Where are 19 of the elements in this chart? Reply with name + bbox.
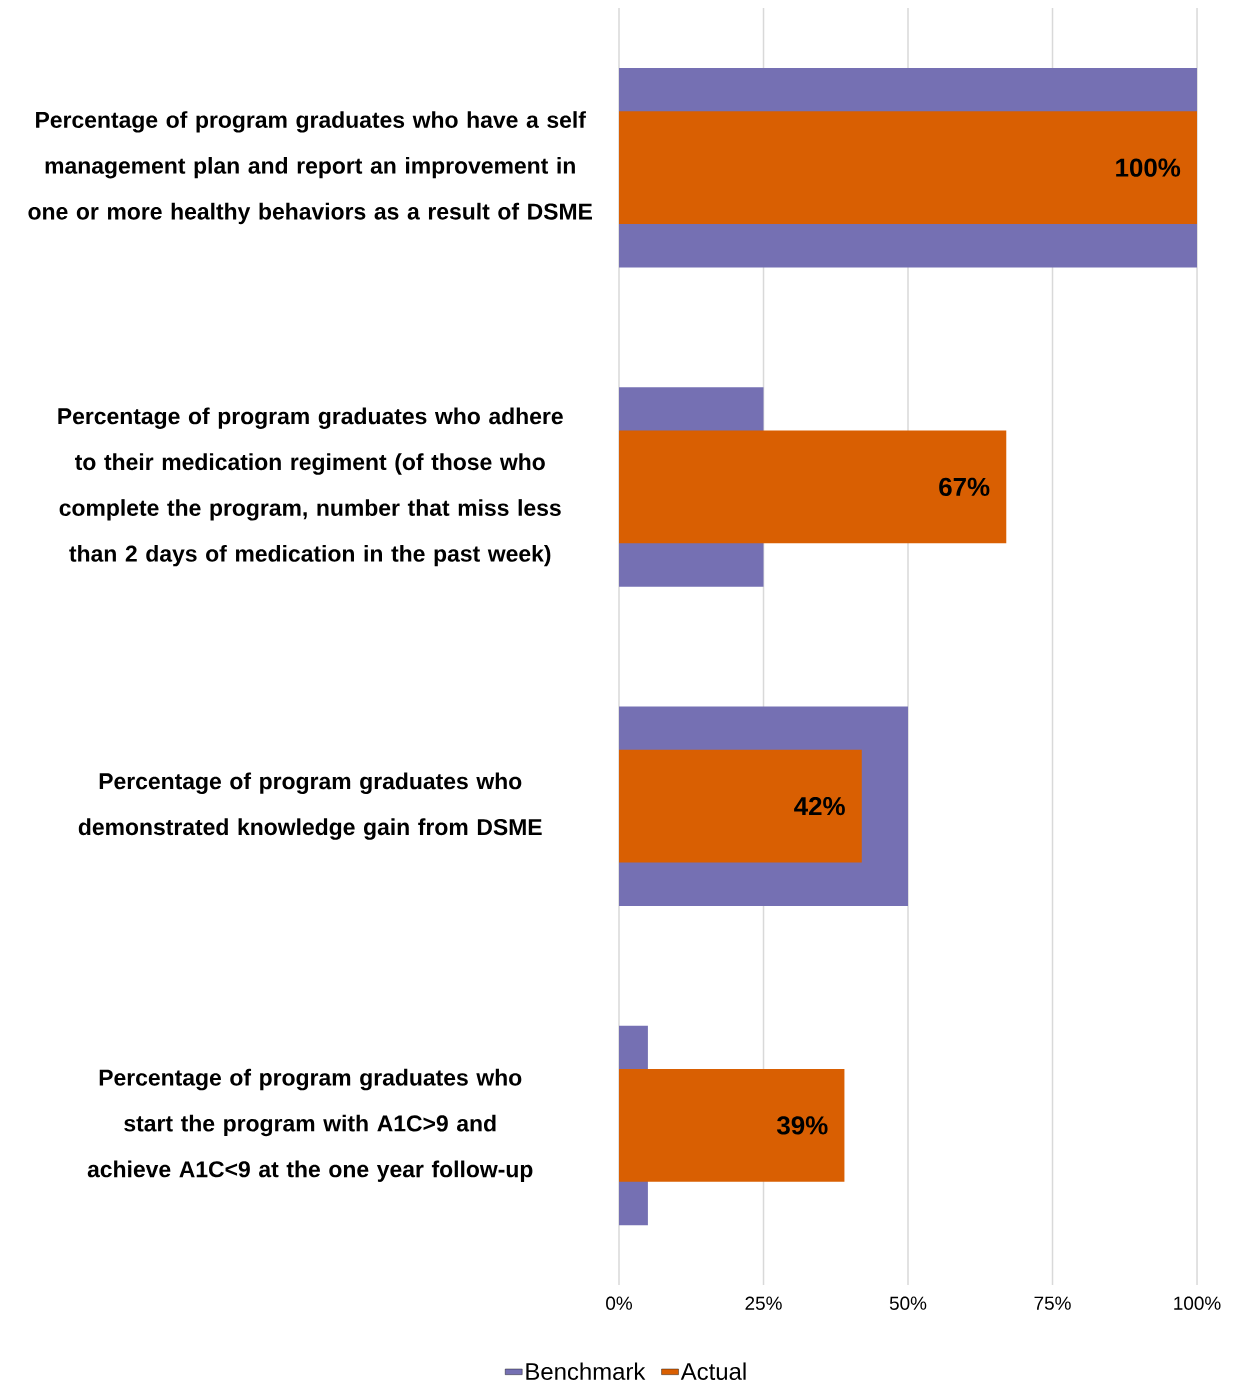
data-label: 100% — [1116, 158, 1181, 177]
x-tick-label: 0% — [606, 1296, 633, 1310]
legend-label: Benchmark — [526, 1362, 646, 1380]
bar — [619, 430, 1007, 544]
x-tick-label: 50% — [889, 1296, 927, 1310]
bar — [619, 1069, 845, 1182]
y-tick-label: Percentage of program graduates who have a self management plan and report an improvement in one or more healthy behaviors as a result of DSME — [28, 111, 592, 225]
x-tick-label: 75% — [1034, 1296, 1071, 1310]
bar — [619, 749, 862, 863]
legend-label: Actual — [680, 1362, 746, 1380]
data-label: 42% — [794, 796, 845, 816]
data-label: 67% — [939, 477, 990, 497]
bar — [619, 111, 1198, 224]
x-tick-label: 25% — [745, 1296, 782, 1310]
y-tick-label: Percentage of program graduates who start the program with A1C>9 and achieve A1C<9 at the one year follow-up — [87, 1068, 533, 1182]
y-tick-label: Percentage of program graduates who adhere to their medication regiment (of those who complete the program, number that miss less than 2 days of medication in the past week) — [58, 407, 563, 567]
y-tick-label: Percentage of program graduates who demonstrated knowledge gain from DSME — [78, 772, 542, 840]
x-tick-label: 100% — [1174, 1296, 1221, 1310]
data-label: 39% — [776, 1116, 828, 1135]
